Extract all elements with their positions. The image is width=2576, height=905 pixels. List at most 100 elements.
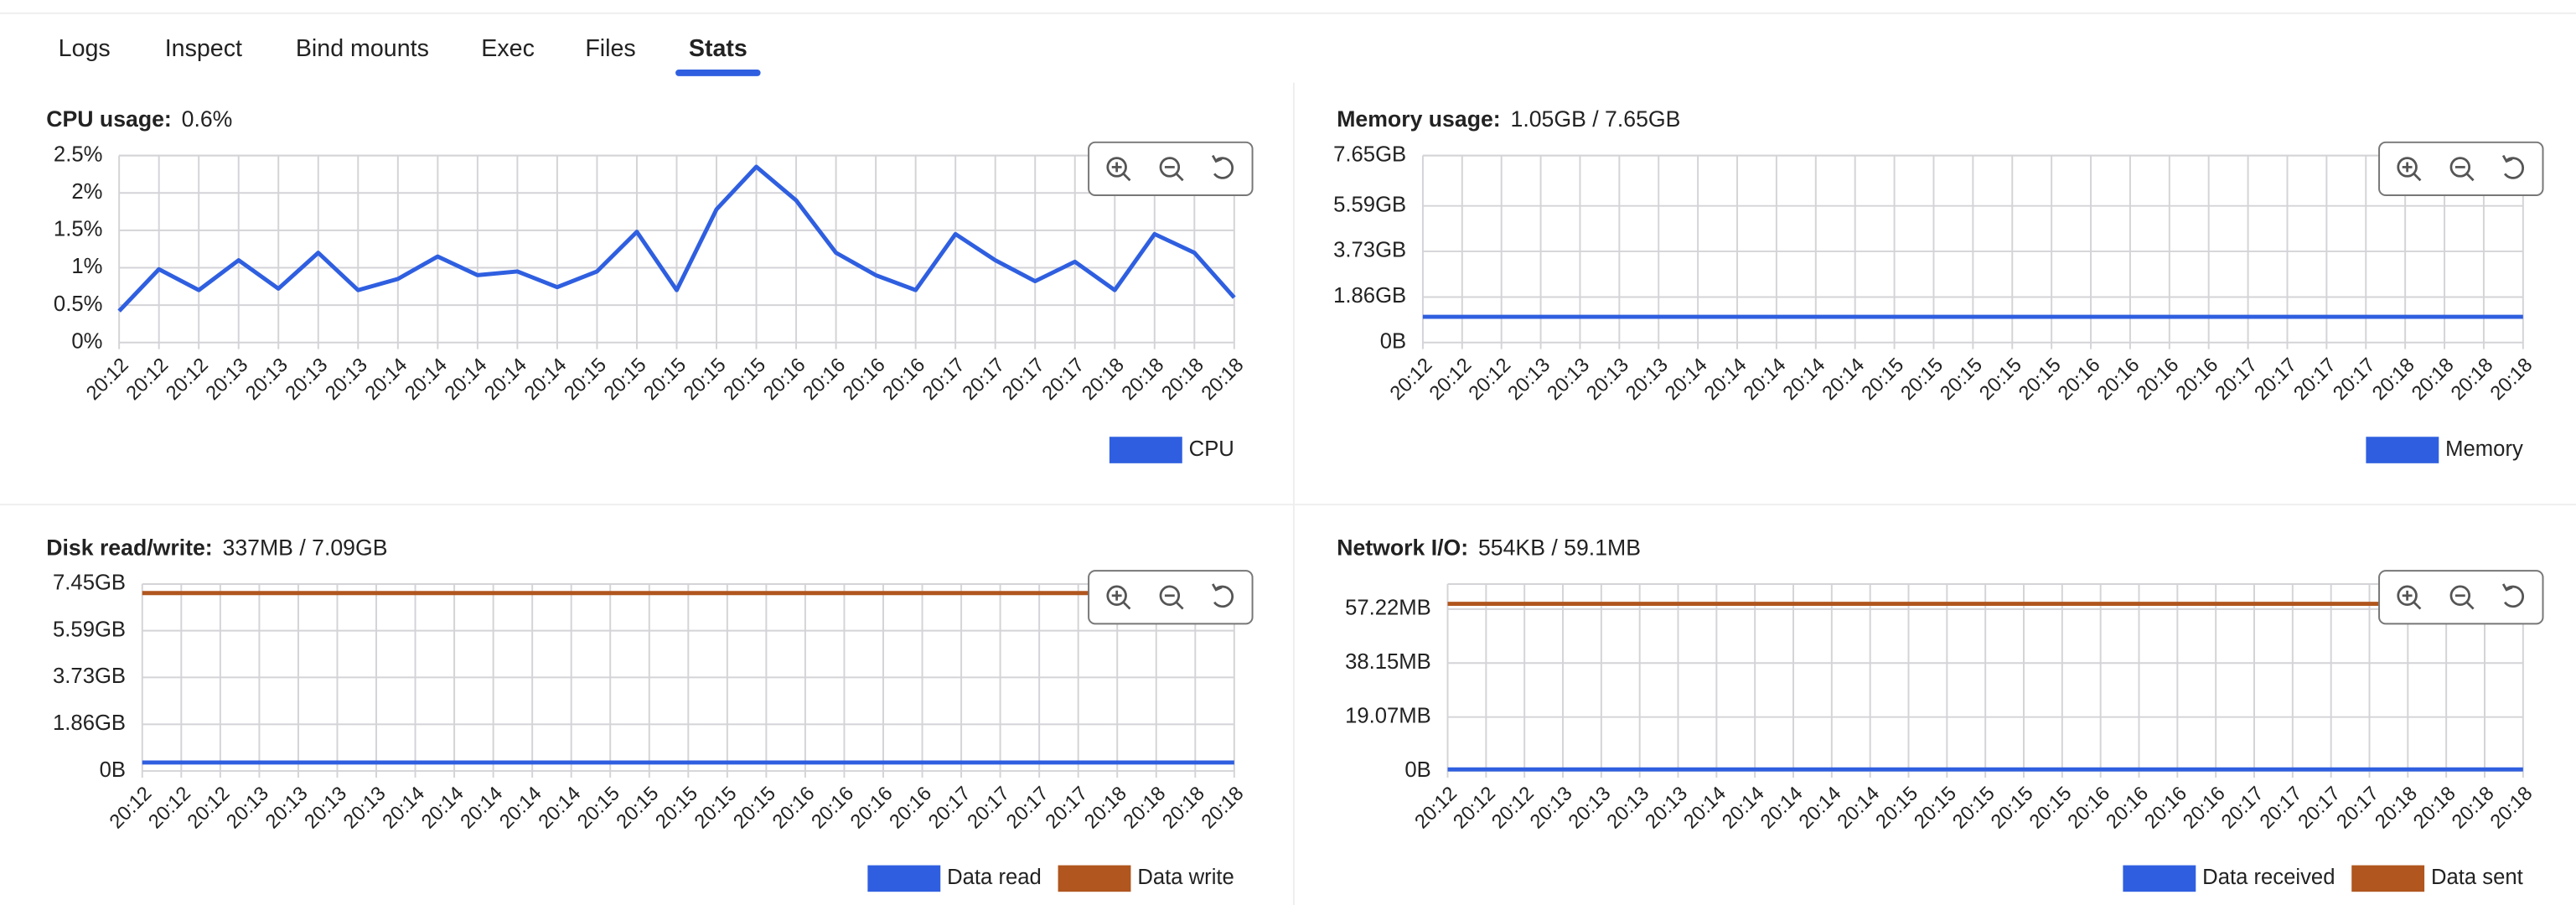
legend-label: Data write xyxy=(1137,866,1234,889)
x-tick-label: 20:16 xyxy=(768,783,819,833)
x-tick-label: 20:16 xyxy=(2141,783,2191,833)
x-tick-label: 20:15 xyxy=(1976,354,2026,405)
zoom-in-button[interactable] xyxy=(1106,157,1131,182)
x-tick-label: 20:18 xyxy=(1158,354,1208,405)
zoom-in-icon xyxy=(1122,173,1131,182)
x-tick-label: 20:14 xyxy=(1718,783,1768,833)
zoom-in-icon xyxy=(1106,157,1127,178)
x-tick-label: 20:14 xyxy=(1680,783,1730,833)
zoom-toolbar xyxy=(1088,570,1254,625)
reset-zoom-button[interactable] xyxy=(2501,583,2524,608)
zoom-out-button[interactable] xyxy=(1159,585,1184,610)
x-tick-label: 20:18 xyxy=(1197,354,1248,405)
zoom-out-icon xyxy=(1159,157,1181,178)
x-tick-label: 20:13 xyxy=(1544,354,1594,405)
x-tick-label: 20:14 xyxy=(1661,354,1711,405)
x-tick-label: 20:18 xyxy=(2408,354,2458,405)
x-tick-label: 20:12 xyxy=(184,783,234,833)
x-tick-label: 20:14 xyxy=(495,783,546,833)
legend-label: Data received xyxy=(2202,866,2335,889)
reset-zoom-button[interactable] xyxy=(2501,154,2524,179)
tab[interactable]: Bind mounts xyxy=(296,35,429,62)
toolbar-box xyxy=(2378,141,2544,196)
x-tick-label: 20:12 xyxy=(1425,354,1476,405)
y-tick-label: 3.73GB xyxy=(53,665,126,688)
zoom-out-button[interactable] xyxy=(1159,157,1184,182)
zoom-in-button[interactable] xyxy=(1106,585,1131,610)
x-tick-label: 20:14 xyxy=(417,783,468,833)
x-tick-label: 20:13 xyxy=(1583,354,1633,405)
y-tick-label: 1.5% xyxy=(54,218,102,241)
tab[interactable]: Files xyxy=(585,35,635,62)
zoom-in-icon xyxy=(2413,601,2422,610)
x-tick-label: 20:13 xyxy=(1526,783,1576,833)
x-tick-label: 20:17 xyxy=(1042,783,1092,833)
x-tick-label: 20:17 xyxy=(2251,354,2301,405)
zoom-in-icon xyxy=(2397,585,2418,607)
x-tick-label: 20:18 xyxy=(2409,783,2460,833)
x-tick-label: 20:15 xyxy=(2015,354,2065,405)
x-tick-label: 20:12 xyxy=(122,354,173,405)
zoom-out-icon xyxy=(1175,173,1184,182)
zoom-out-icon xyxy=(1175,601,1184,610)
data-line xyxy=(117,164,1236,313)
zoom-out-icon xyxy=(2449,157,2471,178)
reset-zoom-button[interactable] xyxy=(1211,583,1234,608)
zoom-out-button[interactable] xyxy=(2449,585,2475,610)
tab[interactable]: Exec xyxy=(481,35,535,62)
reset-icon xyxy=(2501,154,2513,163)
x-tick-label: 20:15 xyxy=(600,354,650,405)
x-tick-label: 20:13 xyxy=(282,354,332,405)
zoom-in-button[interactable] xyxy=(2397,157,2422,182)
x-tick-label: 20:13 xyxy=(301,783,351,833)
toolbar-box xyxy=(1088,141,1254,196)
x-tick-label: 20:14 xyxy=(1779,354,1829,405)
x-tick-label: 20:18 xyxy=(1120,783,1170,833)
x-tick-label: 20:18 xyxy=(1080,783,1130,833)
zoom-in-icon xyxy=(2397,157,2418,178)
y-tick-label: 7.65GB xyxy=(1333,142,1406,166)
x-tick-label: 20:15 xyxy=(1858,354,1908,405)
legend-label: CPU xyxy=(1189,437,1234,461)
y-tick-label: 0B xyxy=(100,758,126,782)
x-tick-label: 20:17 xyxy=(2330,354,2380,405)
tab[interactable]: Logs xyxy=(59,35,111,62)
x-tick-label: 20:18 xyxy=(2447,354,2497,405)
reset-icon xyxy=(2501,583,2513,592)
legend: Data read Data write xyxy=(867,865,1234,892)
x-tick-label: 20:16 xyxy=(879,354,929,405)
legend-swatch xyxy=(2123,865,2196,892)
x-tick-label: 20:16 xyxy=(759,354,810,405)
x-tick-label: 20:12 xyxy=(1465,354,1515,405)
x-tick-label: 20:13 xyxy=(1565,783,1615,833)
y-tick-label: 1.86GB xyxy=(53,711,126,735)
x-tick-label: 20:15 xyxy=(2025,783,2076,833)
x-tick-label: 20:15 xyxy=(720,354,770,405)
zoom-in-button[interactable] xyxy=(2397,585,2422,610)
x-tick-label: 20:17 xyxy=(964,783,1014,833)
reset-zoom-button[interactable] xyxy=(1211,154,1234,179)
legend-label: Data sent xyxy=(2431,866,2523,889)
x-tick-label: 20:18 xyxy=(2486,354,2537,405)
tab[interactable]: Stats xyxy=(689,35,747,62)
zoom-out-button[interactable] xyxy=(2449,157,2475,182)
x-tick-label: 20:15 xyxy=(730,783,780,833)
x-tick-label: 20:12 xyxy=(1487,783,1538,833)
chart-title: Memory usage: xyxy=(1337,106,1500,132)
x-tick-label: 20:18 xyxy=(2448,783,2498,833)
legend-swatch xyxy=(2366,437,2439,463)
x-tick-label: 20:16 xyxy=(799,354,850,405)
x-tick-label: 20:13 xyxy=(202,354,252,405)
x-tick-label: 20:18 xyxy=(1079,354,1129,405)
x-tick-label: 20:18 xyxy=(1118,354,1168,405)
active-tab-indicator xyxy=(675,69,761,76)
legend: Data received Data sent xyxy=(2123,865,2523,892)
reset-icon xyxy=(1211,154,1223,163)
x-tick-label: 20:15 xyxy=(691,783,741,833)
x-tick-label: 20:18 xyxy=(2368,354,2418,405)
x-tick-label: 20:17 xyxy=(959,354,1009,405)
tab[interactable]: Inspect xyxy=(165,35,242,62)
x-tick-label: 20:12 xyxy=(162,354,212,405)
